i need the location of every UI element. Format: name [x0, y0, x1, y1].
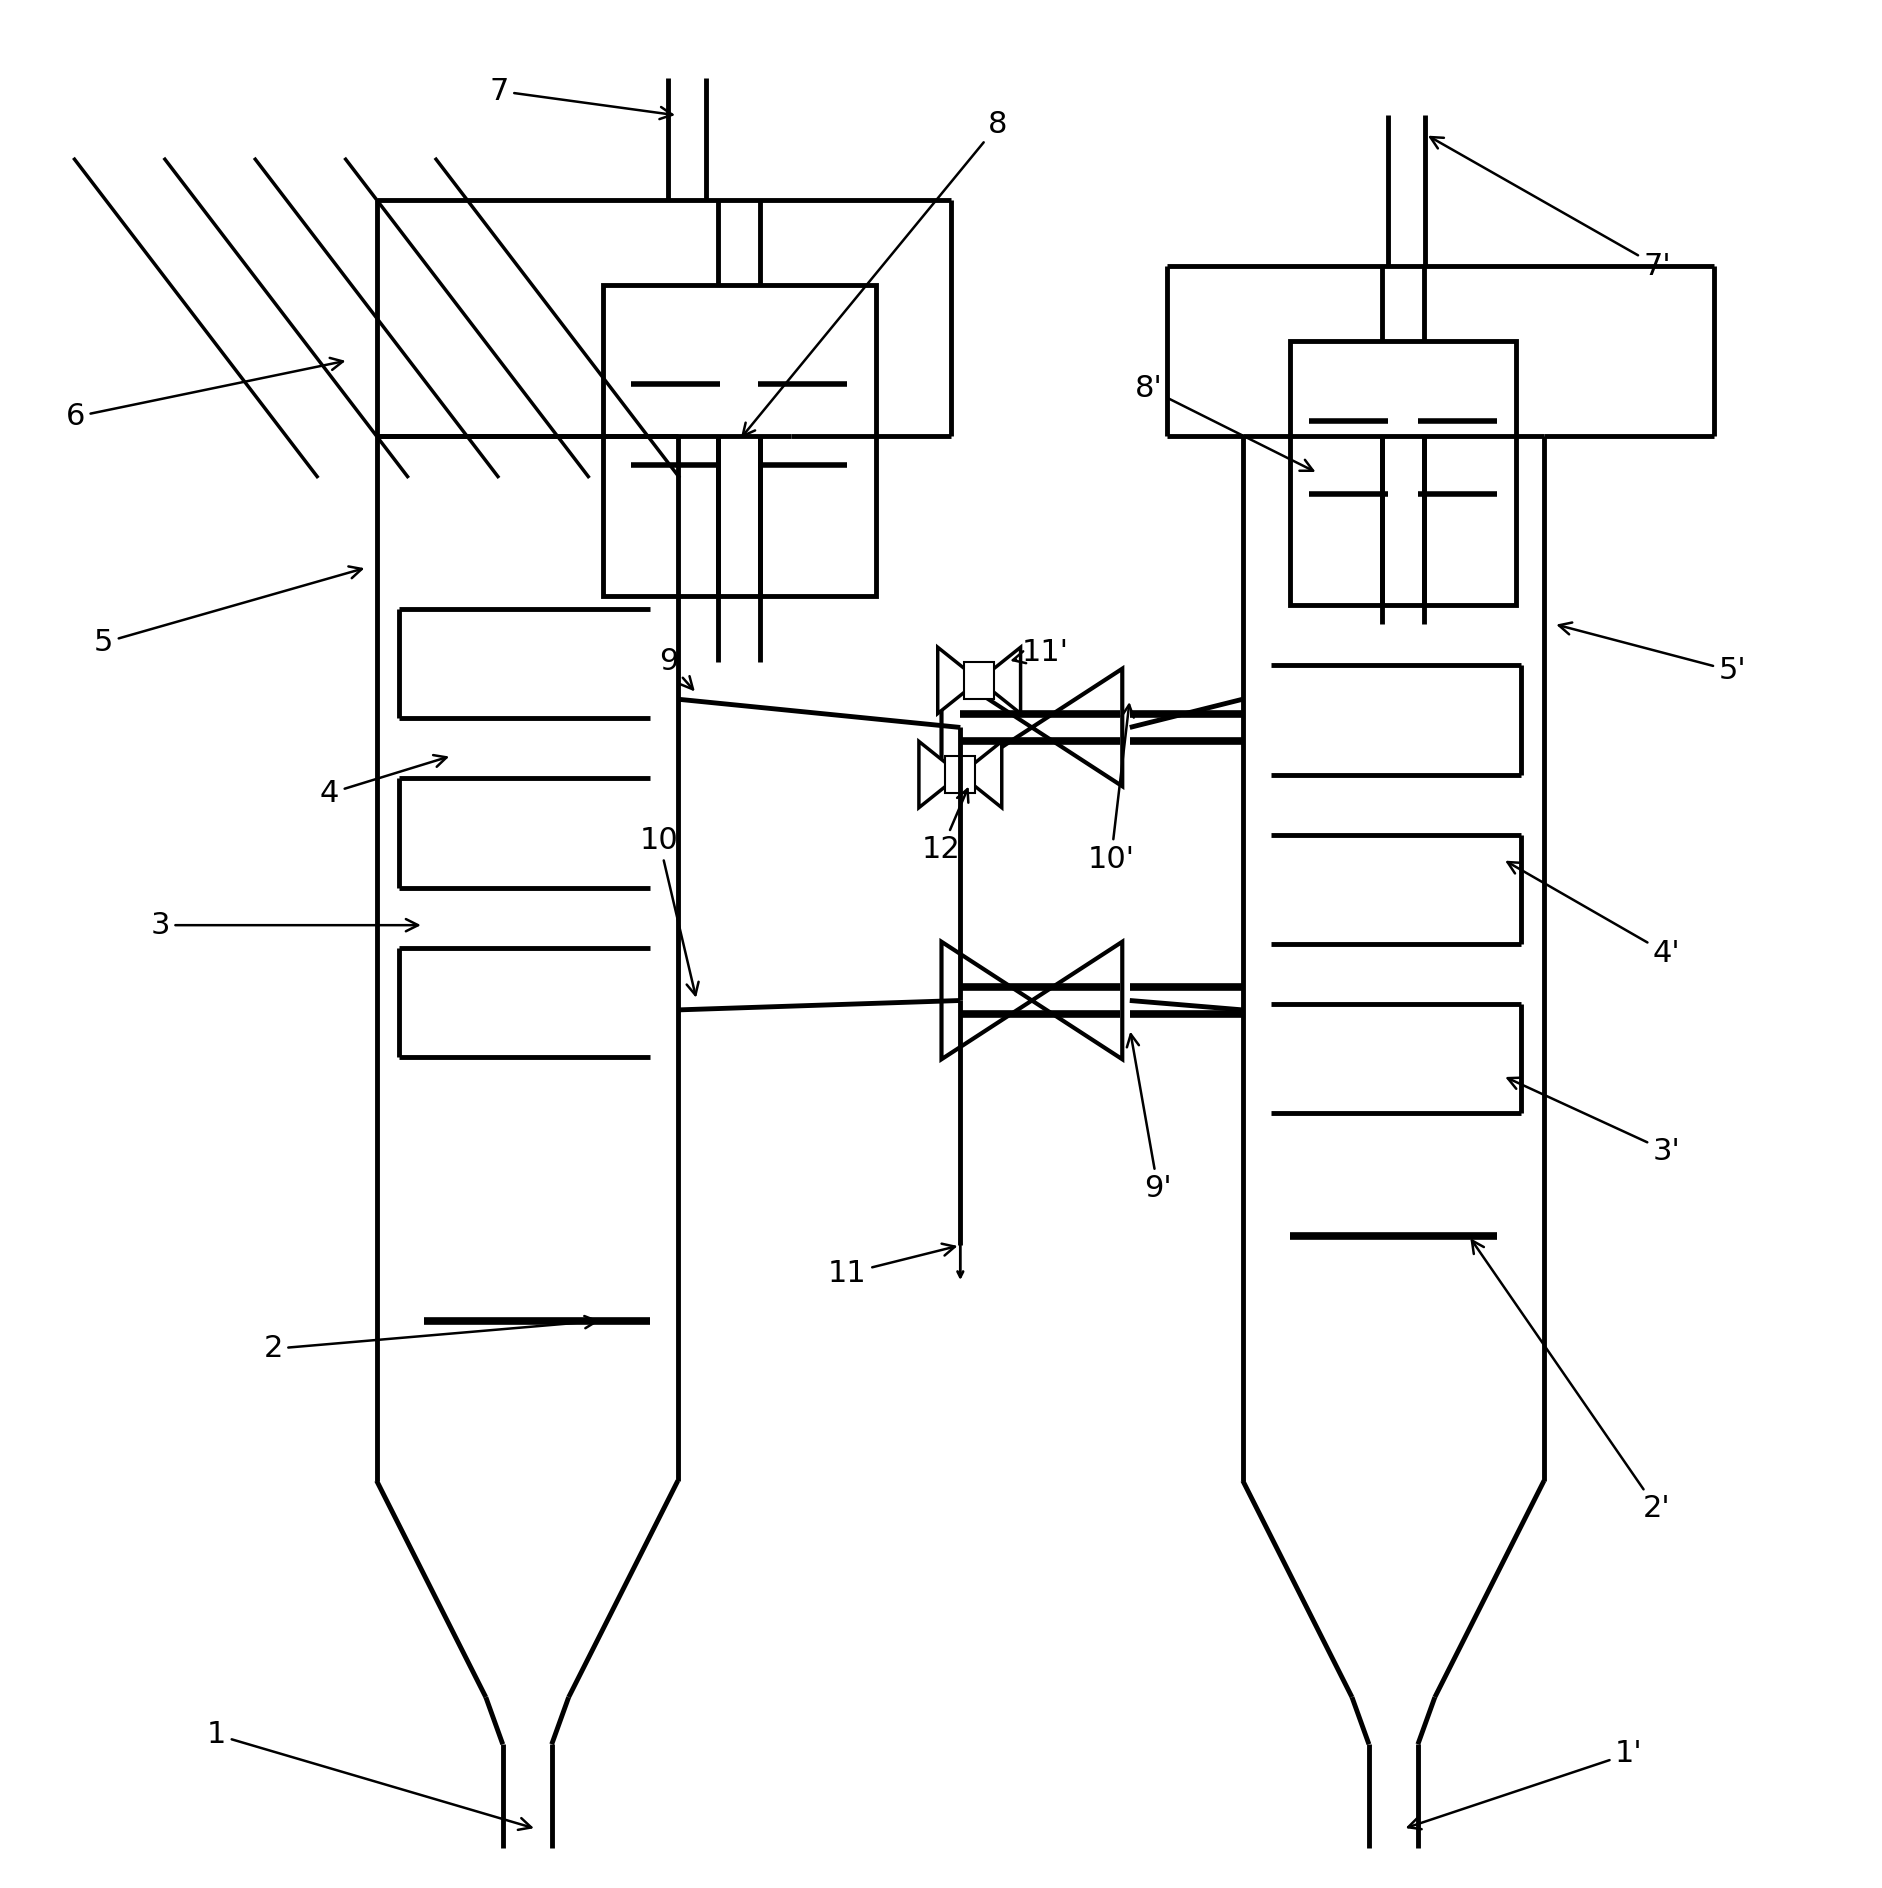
Text: 1': 1' [1408, 1739, 1641, 1829]
Text: 7': 7' [1430, 138, 1669, 281]
Text: 2': 2' [1472, 1240, 1669, 1524]
Text: 4': 4' [1507, 863, 1679, 969]
Polygon shape [960, 742, 1001, 808]
Bar [602, 285, 875, 595]
Text: 5': 5' [1558, 623, 1745, 685]
Text: 9': 9' [1125, 1035, 1171, 1203]
Polygon shape [1031, 668, 1122, 785]
Text: 2: 2 [263, 1316, 597, 1363]
Text: 9: 9 [659, 648, 693, 689]
Text: 10: 10 [640, 825, 698, 995]
Text: 10': 10' [1088, 704, 1133, 874]
Polygon shape [941, 668, 1031, 785]
Text: 5: 5 [94, 566, 361, 657]
Text: 3': 3' [1507, 1078, 1679, 1165]
Text: 4: 4 [320, 755, 446, 808]
Text: 8': 8' [1135, 374, 1312, 470]
Polygon shape [918, 742, 960, 808]
Text: 8: 8 [742, 110, 1007, 436]
Polygon shape [979, 648, 1020, 714]
Text: 11': 11' [1013, 638, 1067, 666]
Bar [1289, 342, 1515, 604]
Text: 12: 12 [922, 789, 967, 865]
Polygon shape [941, 942, 1031, 1059]
Bar [964, 661, 994, 699]
Polygon shape [937, 648, 979, 714]
Text: 11: 11 [828, 1244, 954, 1288]
Text: 7: 7 [489, 77, 672, 119]
Text: 6: 6 [66, 359, 343, 430]
Polygon shape [1031, 942, 1122, 1059]
Bar [945, 755, 975, 793]
Text: 3: 3 [151, 910, 418, 940]
Text: 1: 1 [207, 1720, 531, 1829]
